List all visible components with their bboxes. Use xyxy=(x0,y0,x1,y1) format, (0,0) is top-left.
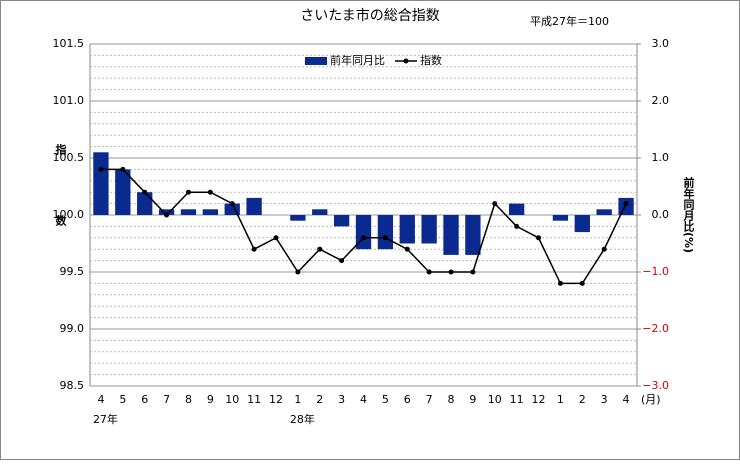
y-tick-label: 98.5 xyxy=(60,379,85,392)
x-tick-label: 10 xyxy=(488,393,502,406)
line-point xyxy=(273,235,279,241)
bar xyxy=(596,209,612,215)
line-point xyxy=(361,235,366,241)
line-point xyxy=(251,246,257,252)
y2-tick-label: −2.0 xyxy=(642,322,669,335)
x-tick-label: 2 xyxy=(316,393,323,406)
bar xyxy=(399,215,415,244)
bar xyxy=(509,203,525,215)
y-tick-label: 100.5 xyxy=(53,151,85,164)
bar xyxy=(246,197,262,215)
legend-label: 前年同月比 xyxy=(330,53,385,67)
line-point xyxy=(317,246,323,252)
x-tick-label: 11 xyxy=(247,393,261,406)
y-axis-label: 指数 xyxy=(54,143,67,286)
line-point xyxy=(164,212,170,218)
bar xyxy=(202,209,218,215)
x-tick-label: 3 xyxy=(601,393,608,406)
bar xyxy=(158,209,175,215)
x-unit: (月) xyxy=(641,393,661,406)
bar xyxy=(180,209,197,215)
x-tick-label: 1 xyxy=(557,393,564,406)
y-tick-label: 99.0 xyxy=(60,322,85,335)
y-tick-label: 100.0 xyxy=(53,208,85,221)
bar xyxy=(552,215,569,221)
line-point xyxy=(557,280,563,286)
x-tick-label: 7 xyxy=(426,393,433,406)
y2-axis-label: 前年同月比(%) xyxy=(682,176,696,253)
line-point xyxy=(601,246,607,252)
y2-tick-label: −1.0 xyxy=(642,265,669,278)
legend-swatch xyxy=(403,58,409,64)
line-point xyxy=(382,235,388,241)
legend-swatch xyxy=(305,57,327,65)
bar xyxy=(465,215,481,255)
line-point xyxy=(295,269,301,275)
chart-title: さいたま市の総合指数 xyxy=(300,7,440,24)
line-point xyxy=(448,269,454,275)
y2-tick-label: 3.0 xyxy=(652,37,670,50)
x-tick-label: 8 xyxy=(448,393,455,406)
y2-tick-label: 0.0 xyxy=(652,208,670,221)
x-tick-label: 12 xyxy=(269,393,283,406)
line-point xyxy=(229,201,235,207)
x-tick-label: 12 xyxy=(532,393,546,406)
y2-tick-label: 1.0 xyxy=(652,151,670,164)
x-tick-label: 10 xyxy=(225,393,239,406)
line-point xyxy=(470,269,476,275)
bar xyxy=(618,197,634,215)
x-tick-label: 5 xyxy=(119,393,126,406)
bar xyxy=(224,203,240,215)
line-point xyxy=(492,201,498,207)
bar xyxy=(377,215,394,250)
bar xyxy=(312,209,328,215)
y-tick-label: 99.5 xyxy=(60,265,85,278)
x-tick-label: 7 xyxy=(163,393,170,406)
x-tick-label: 9 xyxy=(207,393,214,406)
x-tick-label: 4 xyxy=(360,393,367,406)
legend-label: 指数 xyxy=(420,53,442,67)
bar xyxy=(93,152,109,215)
x-tick-label: 11 xyxy=(510,393,524,406)
line-point xyxy=(120,166,126,172)
x-tick-label: 8 xyxy=(185,393,192,406)
y-tick-label: 101.0 xyxy=(53,94,85,107)
bar xyxy=(115,169,131,215)
line-point xyxy=(142,189,148,195)
bar xyxy=(355,215,372,250)
x-group-label: 27年 xyxy=(93,412,118,426)
line-point xyxy=(404,246,410,252)
x-group-label: 28年 xyxy=(290,412,315,426)
x-tick-label: 4 xyxy=(97,393,104,406)
bar xyxy=(421,215,437,244)
x-tick-label: 4 xyxy=(623,393,630,406)
line-point xyxy=(514,223,520,229)
line-point xyxy=(207,189,213,195)
bar xyxy=(443,215,459,255)
line-point xyxy=(579,280,585,286)
bar xyxy=(290,215,306,221)
bar xyxy=(137,192,153,215)
x-tick-label: 3 xyxy=(338,393,345,406)
line-point xyxy=(339,258,345,264)
line-point xyxy=(426,269,432,275)
x-tick-label: 9 xyxy=(469,393,476,406)
x-tick-label: 1 xyxy=(294,393,301,406)
line-point xyxy=(98,166,104,172)
bar xyxy=(574,215,590,233)
x-tick-label: 2 xyxy=(579,393,586,406)
y2-tick-label: 2.0 xyxy=(652,94,670,107)
y2-tick-label: −3.0 xyxy=(642,379,669,392)
bar xyxy=(333,215,350,227)
x-tick-label: 6 xyxy=(141,393,148,406)
subtitle: 平成27年＝100 xyxy=(530,14,609,28)
x-tick-label: 6 xyxy=(404,393,411,406)
line-point xyxy=(185,189,191,195)
x-tick-label: 5 xyxy=(382,393,389,406)
y-tick-label: 101.5 xyxy=(53,37,85,50)
line-point xyxy=(623,201,629,207)
line-point xyxy=(536,235,542,241)
